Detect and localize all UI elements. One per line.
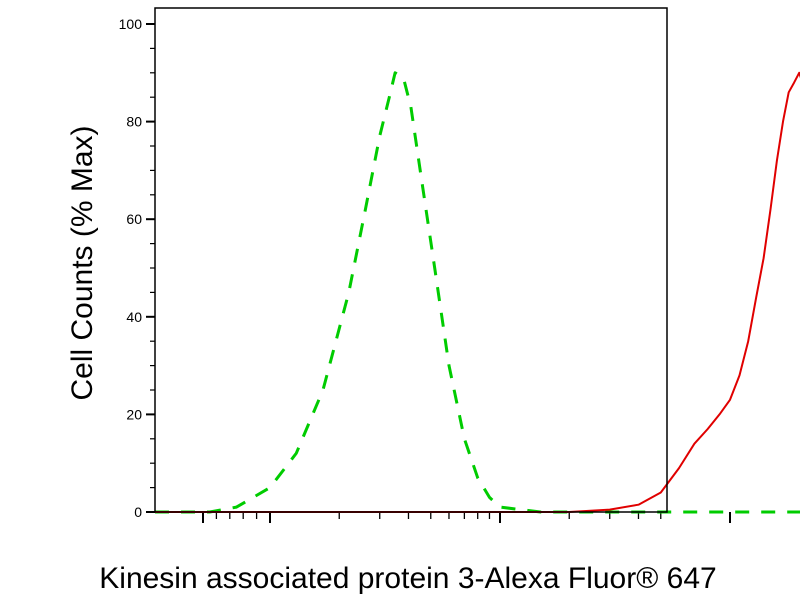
x-axis-title: Kinesin associated protein 3-Alexa Fluor… (99, 562, 716, 595)
y-tick-label: 60 (126, 211, 142, 227)
y-tick-label: 100 (119, 16, 143, 32)
y-tick-label: 0 (134, 504, 142, 520)
y-axis-title: Cell Counts (% Max) (66, 125, 99, 400)
series-layer (155, 71, 800, 514)
y-tick-label: 20 (126, 406, 142, 422)
series-line-0 (155, 71, 800, 514)
series-line-1 (155, 71, 800, 513)
y-tick-label: 40 (126, 309, 142, 325)
y-tick-label: 80 (126, 114, 142, 130)
plot-frame (154, 7, 668, 513)
